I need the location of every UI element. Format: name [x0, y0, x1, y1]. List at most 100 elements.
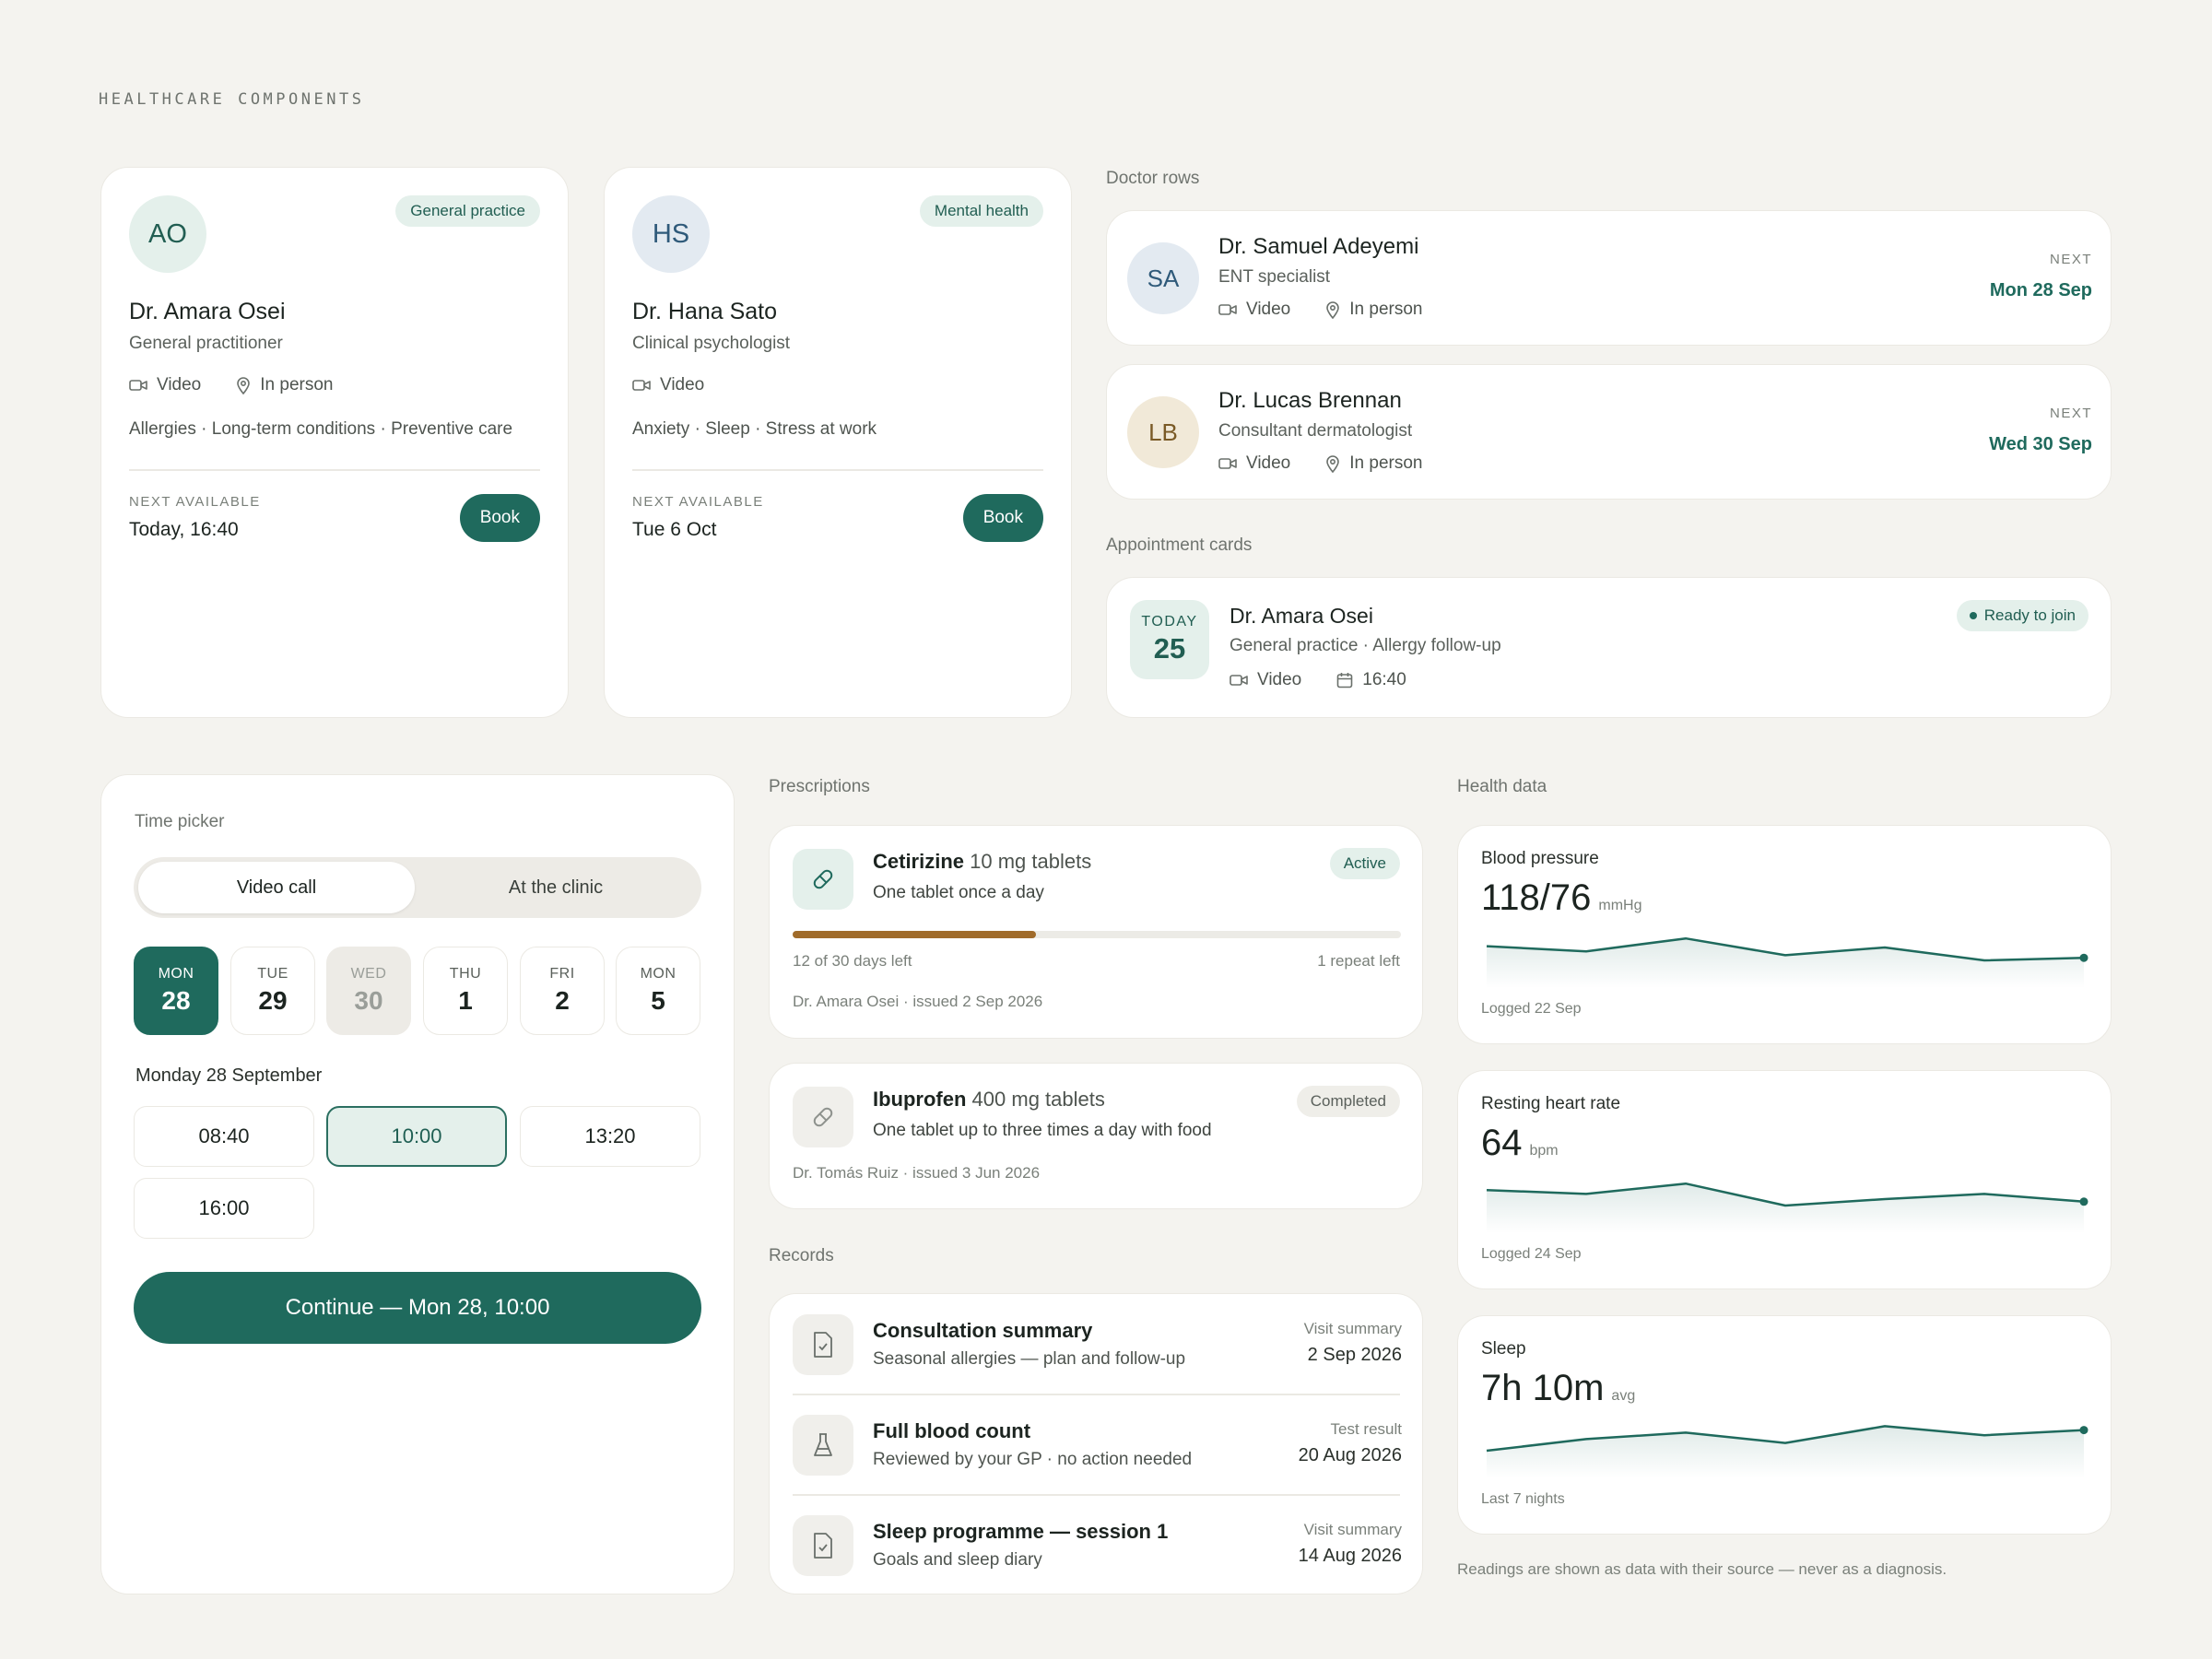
appointment-doctor: Dr. Amara Osei — [1230, 604, 1373, 628]
trend-sparkline — [1486, 1182, 2088, 1233]
day-chip[interactable]: MON 5 — [616, 947, 700, 1035]
doctor-tags: Allergies · Long-term conditions · Preve… — [129, 419, 513, 439]
mode-in-person: In person — [1349, 453, 1423, 473]
sparkline-line — [1486, 1425, 2085, 1453]
record-title: Sleep programme — session 1 — [873, 1520, 1169, 1543]
status-dot-icon — [1969, 612, 1977, 619]
record-date: 14 Aug 2026 — [1298, 1546, 1402, 1566]
mode-in-person: In person — [260, 375, 334, 394]
document-icon — [793, 1515, 853, 1576]
continue-button[interactable]: Continue — Mon 28, 10:00 — [134, 1272, 701, 1344]
record-row[interactable]: Full blood count Reviewed by your GP · n… — [770, 1394, 1424, 1494]
metric-label: Resting heart rate — [1481, 1094, 1621, 1113]
prescription-card[interactable]: Cetirizine 10 mg tablets One tablet once… — [769, 825, 1423, 1039]
consult-modes: Video In person — [1218, 453, 1423, 474]
book-button[interactable]: Book — [962, 494, 1043, 542]
calendar-icon — [1336, 673, 1353, 688]
health-card[interactable]: Sleep 7h 10m avg Last 7 nights — [1457, 1315, 2112, 1535]
metric-unit: bpm — [1529, 1143, 1559, 1159]
record-row[interactable]: Consultation summary Seasonal allergies … — [770, 1294, 1424, 1394]
day-chip[interactable]: THU 1 — [423, 947, 508, 1035]
pill-icon — [793, 849, 853, 910]
segment-video-call[interactable]: Video call — [138, 862, 415, 913]
doctor-row[interactable]: LB Dr. Lucas Brennan Consultant dermatol… — [1106, 364, 2112, 500]
appointment-card[interactable]: TODAY 25 Dr. Amara Osei General practice… — [1106, 577, 2112, 718]
prescription-instructions: One tablet once a day — [873, 883, 1044, 902]
metric-unit: avg — [1611, 1388, 1636, 1404]
day-chip-weekday: FRI — [549, 966, 575, 982]
time-picker-label: Time picker — [135, 812, 225, 831]
records-card: Consultation summary Seasonal allergies … — [769, 1293, 1423, 1594]
video-icon — [129, 380, 147, 391]
doctor-row[interactable]: SA Dr. Samuel Adeyemi ENT specialist Vid… — [1106, 210, 2112, 346]
location-pin-icon — [1326, 455, 1340, 473]
mode-in-person: In person — [1349, 300, 1423, 319]
supply-progress-fill — [793, 931, 1036, 938]
mode-video: Video — [1246, 300, 1291, 319]
sparkline-line — [1486, 936, 2085, 962]
next-available-value: Tue 6 Oct — [632, 519, 717, 540]
section-label-health-data: Health data — [1457, 777, 1547, 796]
consult-type-toggle: Video call At the clinic — [134, 857, 701, 918]
health-card[interactable]: Resting heart rate 64 bpm Logged 24 Sep — [1457, 1070, 2112, 1289]
day-chip-number: 30 — [354, 986, 383, 1015]
drug-name: Ibuprofen — [873, 1088, 967, 1111]
appointment-day-label: TODAY — [1141, 614, 1198, 629]
appointment-meta: Video 16:40 — [1230, 670, 1406, 690]
sparkline-area — [1487, 1426, 2084, 1478]
next-value: Mon 28 Sep — [1989, 280, 2092, 300]
sparkline-area — [1487, 1183, 2084, 1233]
next-label: NEXT — [2049, 406, 2092, 421]
doctor-name: Dr. Lucas Brennan — [1218, 388, 1402, 413]
day-chip[interactable]: MON 28 — [134, 947, 218, 1035]
day-chip-number: 5 — [651, 986, 665, 1015]
time-slot[interactable]: 16:00 — [134, 1178, 314, 1239]
pill-icon — [793, 1087, 853, 1147]
avatar: LB — [1127, 396, 1199, 468]
metric-footer: Logged 22 Sep — [1481, 1001, 1582, 1017]
time-slot[interactable]: 08:40 — [134, 1106, 314, 1167]
prescription-issued: Dr. Tomás Ruiz · issued 3 Jun 2026 — [793, 1164, 1041, 1182]
next-label: NEXT — [2049, 252, 2092, 267]
prescription-card[interactable]: Ibuprofen 400 mg tablets One tablet up t… — [769, 1063, 1423, 1209]
doctor-name: Dr. Amara Osei — [129, 299, 286, 324]
segment-at-the-clinic[interactable]: At the clinic — [508, 877, 604, 898]
status-badge: Ready to join — [1956, 600, 2088, 631]
selected-date-label: Monday 28 September — [135, 1065, 323, 1086]
section-label-appointment-cards: Appointment cards — [1106, 535, 1253, 555]
mode-video: Video — [157, 375, 202, 394]
sparkline-latest-point — [2079, 1426, 2088, 1435]
record-row[interactable]: Sleep programme — session 1 Goals and sl… — [770, 1495, 1424, 1594]
footnote: Readings are shown as data with their so… — [1457, 1560, 1947, 1578]
day-chip-number: 28 — [161, 986, 191, 1015]
metric-footer: Logged 24 Sep — [1481, 1246, 1582, 1262]
record-subtitle: Goals and sleep diary — [873, 1550, 1042, 1570]
day-chip[interactable]: FRI 2 — [520, 947, 605, 1035]
supply-progress-track — [793, 931, 1401, 938]
doctor-card[interactable]: HS Mental health Dr. Hana Sato Clinical … — [604, 167, 1072, 718]
doctor-role: Clinical psychologist — [632, 334, 791, 353]
day-chip-number: 29 — [258, 986, 288, 1015]
metric-number: 64 — [1481, 1123, 1523, 1163]
time-slot[interactable]: 13:20 — [520, 1106, 700, 1167]
days-left: 12 of 30 days left — [793, 952, 912, 970]
location-pin-icon — [1326, 301, 1340, 319]
doctor-card[interactable]: AO General practice Dr. Amara Osei Gener… — [100, 167, 569, 718]
record-date: 2 Sep 2026 — [1307, 1345, 1402, 1365]
consult-modes: Video — [632, 375, 704, 395]
doctor-name: Dr. Hana Sato — [632, 299, 778, 324]
status-label: Ready to join — [1983, 606, 2076, 624]
day-chip[interactable]: TUE 29 — [230, 947, 315, 1035]
avatar: HS — [632, 195, 710, 273]
next-available-value: Today, 16:40 — [129, 519, 239, 540]
record-subtitle: Reviewed by your GP · no action needed — [873, 1450, 1193, 1469]
book-button[interactable]: Book — [459, 494, 540, 542]
appointment-day-number: 25 — [1153, 632, 1186, 665]
doctor-tags: Anxiety · Sleep · Stress at work — [632, 419, 877, 439]
time-slot[interactable]: 10:00 — [326, 1106, 507, 1167]
sparkline-latest-point — [2079, 1197, 2088, 1206]
health-card[interactable]: Blood pressure 118/76 mmHg Logged 22 Sep — [1457, 825, 2112, 1044]
specialty-badge: General practice — [395, 195, 540, 227]
sparkline-line — [1486, 1182, 2085, 1207]
record-title: Full blood count — [873, 1419, 1031, 1442]
